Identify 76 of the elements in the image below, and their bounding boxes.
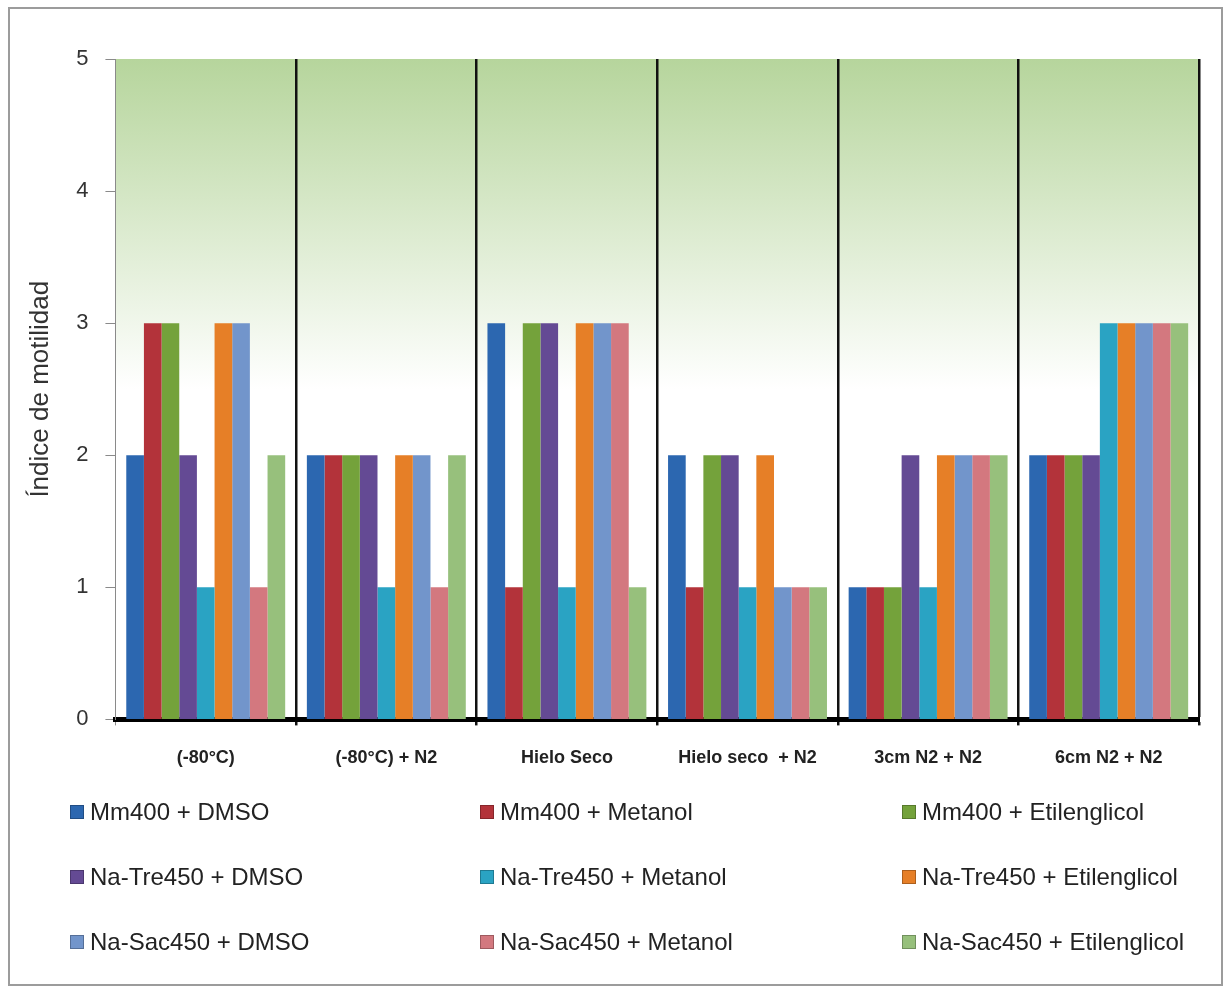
bar — [721, 455, 739, 719]
bar — [359, 455, 378, 719]
bar — [1170, 323, 1189, 719]
bar — [430, 587, 449, 719]
bar — [1029, 455, 1047, 719]
y-tick-label: 1 — [76, 573, 89, 599]
bar — [143, 323, 162, 719]
bar — [540, 323, 559, 719]
legend-label: Na-Sac450 + Etilenglicol — [922, 927, 1185, 956]
legend-label: Na-Sac450 + Metanol — [500, 927, 733, 956]
x-tick-label: 6cm N2 + N2 — [1054, 747, 1163, 768]
bar — [1064, 455, 1083, 719]
bar — [1152, 323, 1171, 719]
bar — [703, 455, 722, 719]
bar — [1117, 323, 1136, 719]
y-tick-label: 3 — [76, 309, 89, 335]
bar — [901, 455, 920, 719]
bar — [1082, 455, 1100, 719]
bar — [883, 587, 902, 719]
bar — [161, 323, 180, 719]
y-axis-title: Índice de motilidad — [23, 280, 54, 498]
bar — [214, 323, 233, 719]
bar — [505, 587, 523, 719]
x-tick-label: 3cm N2 + N2 — [874, 747, 982, 768]
bar — [668, 455, 686, 719]
y-tick-label: 0 — [76, 705, 89, 731]
bar — [395, 455, 413, 719]
bar — [936, 455, 955, 719]
bar — [249, 587, 268, 719]
bar — [848, 587, 867, 719]
bar — [972, 455, 990, 719]
legend-label: Na-Tre450 + Metanol — [500, 862, 727, 891]
x-tick-label: Hielo Seco — [520, 747, 613, 768]
bar — [1135, 323, 1153, 719]
legend-label: Na-Tre450 + Etilenglicol — [922, 862, 1178, 891]
bar — [1046, 455, 1065, 719]
bar — [756, 455, 774, 719]
legend-label: Na-Sac450 + DMSO — [90, 927, 310, 956]
bar — [791, 587, 810, 719]
bar — [522, 323, 541, 719]
bar — [377, 587, 396, 719]
x-tick-label: (-80°C) + N2 — [335, 747, 438, 768]
legend-label: Mm400 + DMSO — [90, 797, 270, 826]
bar — [685, 587, 704, 719]
bar — [738, 587, 757, 719]
bar — [954, 455, 973, 719]
bar — [412, 455, 431, 719]
y-tick-label: 2 — [76, 441, 89, 467]
legend-label: Mm400 + Metanol — [500, 797, 693, 826]
bar — [448, 455, 466, 719]
bar — [558, 587, 576, 719]
legend-label: Mm400 + Etilenglicol — [922, 797, 1145, 826]
bar — [126, 455, 144, 719]
bar — [487, 323, 506, 719]
bar — [919, 587, 937, 719]
bar — [774, 587, 792, 719]
bar — [989, 455, 1008, 719]
legend-label: Na-Tre450 + DMSO — [90, 862, 304, 891]
x-tick-label: (-80°C) — [176, 747, 235, 768]
bar — [866, 587, 884, 719]
y-tick-label: 5 — [76, 45, 89, 71]
bar — [324, 455, 343, 719]
bar — [342, 455, 360, 719]
bar — [179, 455, 197, 719]
bar — [628, 587, 647, 719]
bar — [267, 455, 286, 719]
bar — [575, 323, 594, 719]
bar — [593, 323, 612, 719]
bar — [1099, 323, 1118, 719]
bar — [809, 587, 827, 719]
bar — [306, 455, 325, 719]
bar — [196, 587, 215, 719]
x-tick-label: Hielo seco + N2 — [678, 747, 817, 768]
y-tick-label: 4 — [76, 177, 89, 203]
bar — [611, 323, 629, 719]
bar — [232, 323, 250, 719]
